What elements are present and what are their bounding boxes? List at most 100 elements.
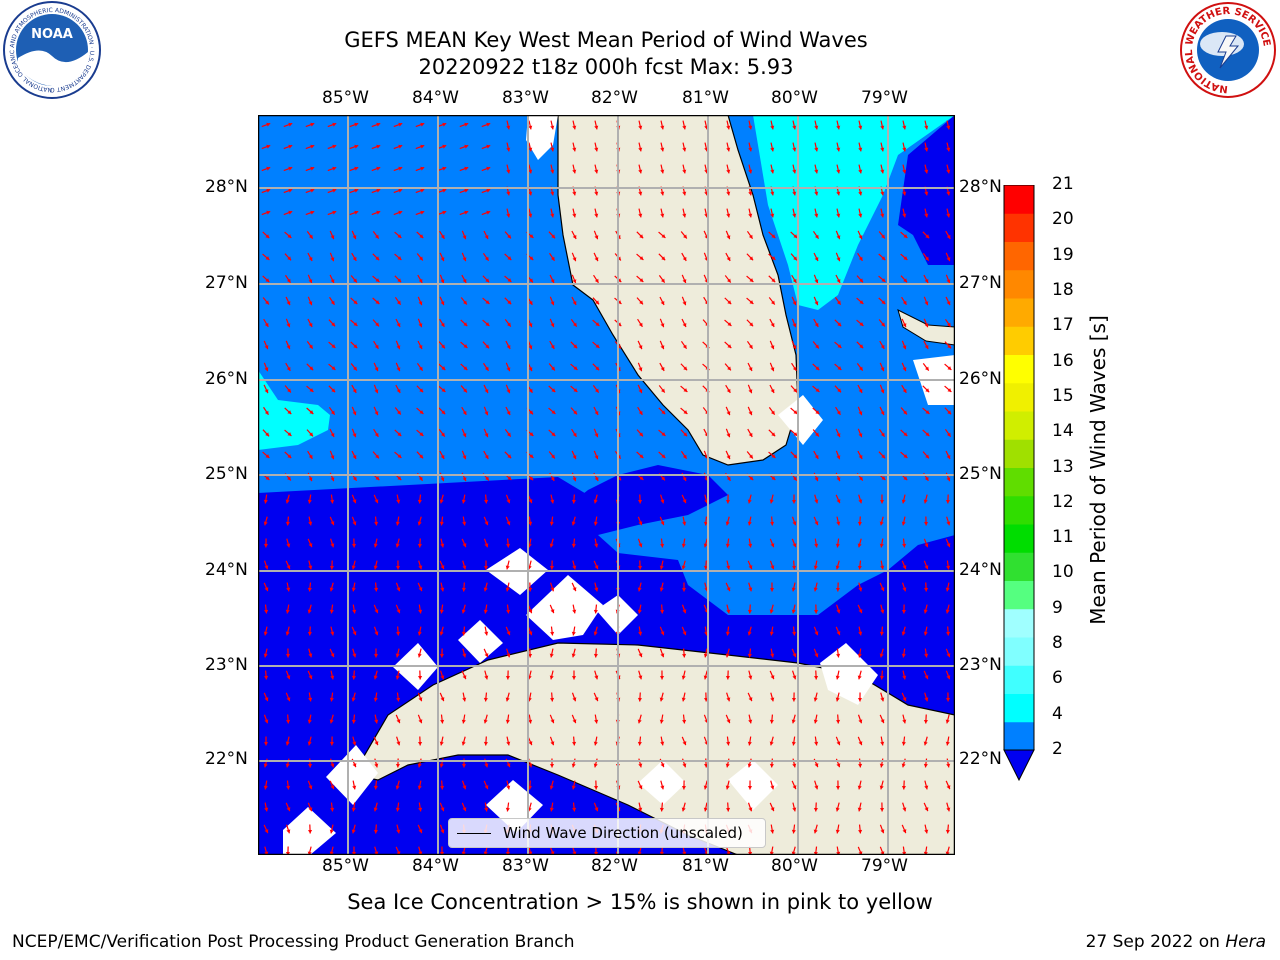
wind-arrow: [901, 692, 907, 702]
wind-arrow: [374, 714, 379, 724]
wind-arrow: [482, 341, 490, 349]
wind-arrow: [440, 538, 445, 548]
wind-arrow: [836, 142, 841, 152]
wind-arrow: [659, 516, 665, 526]
wind-arrow: [439, 824, 445, 834]
wind-arrow: [638, 164, 643, 174]
wind-arrow: [439, 648, 445, 658]
wind-arrow: [416, 231, 424, 239]
wind-arrow: [264, 670, 269, 680]
wind-arrow: [770, 780, 775, 790]
wind-arrow: [725, 538, 730, 548]
wind-arrow: [770, 692, 775, 702]
colorbar-segment: [1004, 552, 1034, 581]
wind-arrow: [923, 538, 929, 548]
wind-arrow: [395, 780, 400, 790]
wind-arrow: [879, 362, 885, 372]
wind-arrow: [263, 516, 268, 526]
lon-label-bottom: 83°W: [502, 856, 549, 876]
wind-arrow: [660, 736, 665, 746]
wind-arrow: [680, 340, 688, 350]
wind-arrow: [352, 736, 357, 746]
wind-arrow: [329, 230, 335, 240]
wind-arrow: [726, 736, 731, 746]
wind-arrow: [637, 736, 642, 746]
wind-arrow: [548, 252, 556, 262]
wind-arrow: [791, 736, 796, 746]
wind-arrow: [417, 538, 422, 548]
wind-arrow: [593, 252, 599, 262]
wind-arrow: [461, 230, 467, 240]
colorbar-tick-label: 13: [1052, 456, 1074, 477]
wind-arrow: [261, 122, 271, 128]
wind-arrow: [923, 516, 929, 526]
lat-label-right: 27°N: [959, 273, 1002, 293]
wind-arrow: [571, 670, 577, 680]
wind-arrow: [724, 275, 732, 283]
wind-arrow: [812, 407, 820, 415]
wind-arrow: [791, 516, 797, 526]
wind-arrow: [768, 429, 776, 437]
wind-arrow: [856, 363, 864, 371]
wind-arrow: [682, 714, 687, 724]
wind-arrow: [393, 166, 403, 172]
wind-arrow: [637, 560, 643, 570]
wind-arrow: [415, 122, 425, 128]
wind-arrow: [571, 450, 577, 460]
wind-arrow: [945, 252, 951, 262]
wind-arrow: [307, 604, 312, 614]
wind-arrow: [571, 494, 576, 504]
wind-arrow: [682, 208, 687, 218]
wind-arrow: [329, 582, 334, 592]
wind-arrow: [505, 582, 510, 592]
wind-arrow: [725, 516, 730, 526]
wind-arrow: [372, 275, 380, 283]
wind-arrow: [461, 626, 466, 636]
wind-arrow: [681, 802, 686, 812]
wind-arrow: [438, 407, 446, 415]
wind-arrow: [307, 450, 313, 460]
wind-arrow: [550, 692, 555, 702]
wind-arrow: [768, 231, 776, 239]
footer-date-text: 27 Sep 2022 on: [1085, 932, 1226, 952]
wind-arrow: [285, 340, 291, 350]
wind-arrow: [769, 604, 774, 614]
wind-arrow: [791, 340, 797, 350]
footer-date: 27 Sep 2022 on Hera: [1086, 932, 1266, 952]
colorbar-segment: [1004, 439, 1034, 468]
wind-arrow: [460, 341, 468, 349]
wind-arrow: [945, 780, 951, 790]
wind-arrow: [812, 341, 820, 349]
wind-arrow: [593, 516, 598, 526]
wind-arrow: [902, 120, 907, 130]
wind-arrow: [636, 253, 644, 261]
wind-arrow: [571, 626, 576, 636]
wind-arrow: [417, 692, 423, 702]
gridlines: [258, 115, 955, 855]
wind-arrow: [483, 538, 489, 548]
wind-arrow: [461, 428, 467, 438]
wind-arrow: [284, 451, 292, 459]
wind-arrow: [572, 736, 577, 746]
wind-arrow: [483, 560, 489, 570]
lat-label-left: 24°N: [205, 560, 248, 580]
wind-arrow: [305, 144, 315, 150]
wind-arrow: [836, 164, 841, 174]
wind-arrow: [659, 802, 664, 812]
wind-arrow: [658, 253, 666, 261]
wind-arrow: [440, 670, 445, 680]
wind-arrow: [306, 231, 314, 239]
wind-arrow: [592, 363, 600, 371]
wind-arrow: [439, 802, 445, 812]
wind-arrow: [549, 670, 554, 680]
wind-arrow: [857, 714, 863, 724]
wind-arrow: [901, 384, 907, 394]
wind-arrow: [438, 385, 446, 393]
wind-arrow: [638, 142, 643, 152]
colorbar-tick-label: 19: [1052, 244, 1074, 265]
wind-arrow: [746, 253, 754, 261]
wind-arrow: [506, 780, 511, 790]
legend-line-swatch: [457, 832, 491, 834]
wind-arrow: [439, 692, 445, 702]
wind-arrow: [923, 494, 928, 504]
